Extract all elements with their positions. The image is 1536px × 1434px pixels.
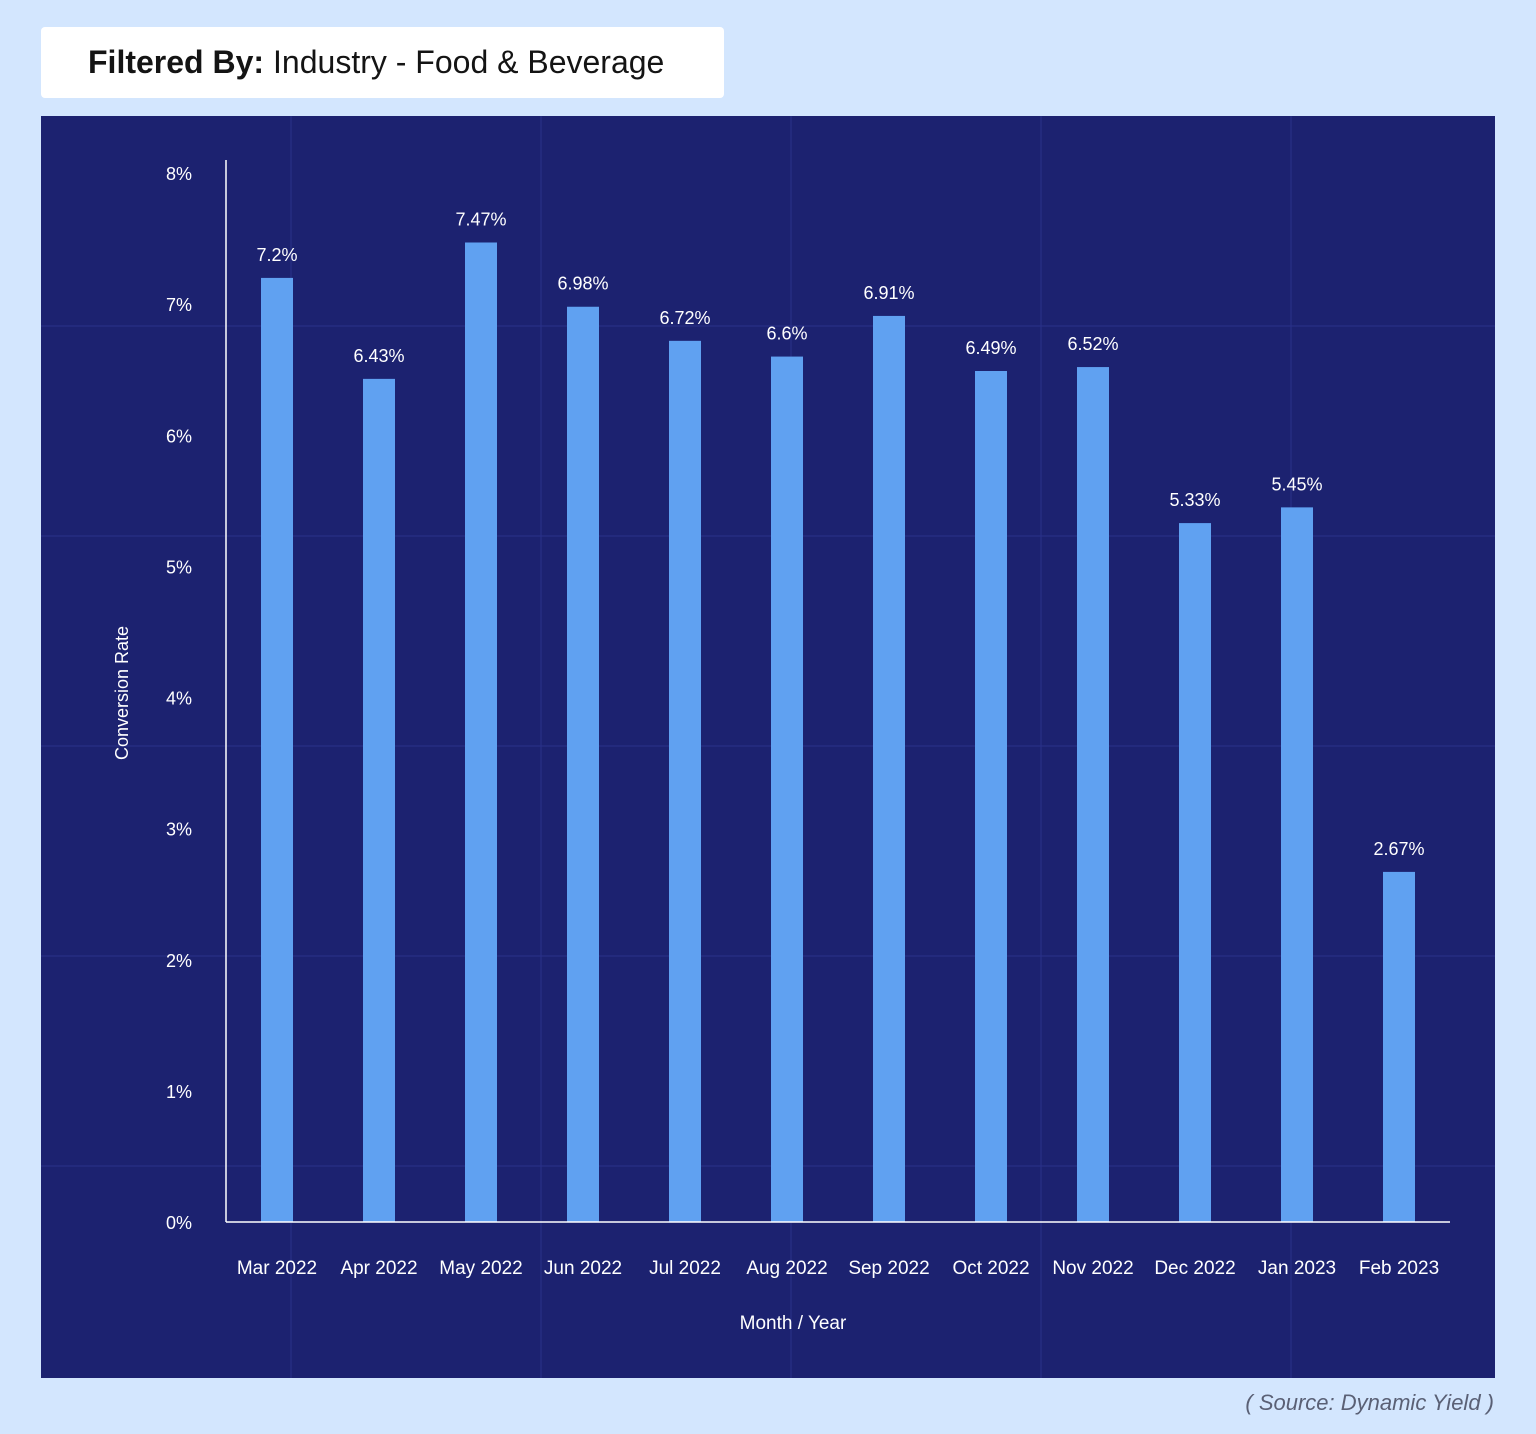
data-labels: 7.2% 6.43% 7.47% 6.98% 6.72% 6.6% 6.91% 6.49% 6.… xyxy=(256,209,1424,858)
data-label: 6.52% xyxy=(1067,334,1118,354)
bar xyxy=(771,356,803,1222)
data-label: 7.47% xyxy=(455,209,506,229)
bar xyxy=(465,242,497,1223)
source-note: ( Source: Dynamic Yield ) xyxy=(1245,1390,1494,1415)
x-tick-label: Feb 2023 xyxy=(1359,1258,1439,1279)
y-axis-title: Conversion Rate xyxy=(112,626,132,760)
x-tick-label: Jul 2022 xyxy=(649,1258,721,1279)
data-label: 6.43% xyxy=(353,346,404,366)
bar xyxy=(1383,871,1415,1222)
y-tick-label: 1% xyxy=(166,1082,192,1102)
bar xyxy=(975,370,1007,1222)
y-tick-label: 2% xyxy=(166,951,192,971)
y-tick-label: 3% xyxy=(166,820,192,840)
x-tick-label: Mar 2022 xyxy=(237,1258,317,1279)
x-tick-label: Jun 2022 xyxy=(544,1258,622,1279)
data-label: 6.98% xyxy=(557,274,608,294)
bars xyxy=(261,242,1415,1223)
x-axis-title: Month / Year xyxy=(740,1313,847,1334)
bar-chart: 0% 1% 2% 3% 4% 5% 6% 7% 8% 7.2% 6.43% 7.47% 6.98% 6.… xyxy=(41,116,1495,1378)
filter-label: Filtered By: xyxy=(88,44,265,80)
data-label: 6.72% xyxy=(659,308,710,328)
filter-box: Filtered By: Industry - Food & Beverage xyxy=(41,27,724,98)
bar xyxy=(567,306,599,1222)
bar xyxy=(363,378,395,1223)
y-tick-label: 6% xyxy=(166,426,192,446)
bar xyxy=(873,315,905,1222)
y-tick-label: 5% xyxy=(166,557,192,577)
x-tick-label: Apr 2022 xyxy=(340,1258,417,1279)
bar xyxy=(669,340,701,1223)
y-tick-labels: 0% 1% 2% 3% 4% 5% 6% 7% 8% xyxy=(166,164,192,1233)
x-tick-label: Oct 2022 xyxy=(952,1258,1029,1279)
y-tick-label: 7% xyxy=(166,295,192,315)
filter-value: Industry - Food & Beverage xyxy=(273,44,665,80)
y-tick-label: 8% xyxy=(166,164,192,184)
data-label: 6.91% xyxy=(863,283,914,303)
data-label: 2.67% xyxy=(1373,839,1424,859)
data-label: 6.6% xyxy=(766,324,807,344)
y-tick-label: 4% xyxy=(166,689,192,709)
data-label: 5.45% xyxy=(1271,474,1322,494)
data-label: 5.33% xyxy=(1169,490,1220,510)
data-label: 7.2% xyxy=(256,245,297,265)
grid-lines xyxy=(41,116,1495,1378)
bar xyxy=(1077,367,1109,1222)
x-tick-label: May 2022 xyxy=(439,1258,522,1279)
x-tick-label: Aug 2022 xyxy=(746,1258,827,1279)
bar xyxy=(261,277,293,1222)
x-tick-label: Nov 2022 xyxy=(1052,1258,1133,1279)
x-tick-label: Dec 2022 xyxy=(1154,1258,1235,1279)
chart-panel: 0% 1% 2% 3% 4% 5% 6% 7% 8% 7.2% 6.43% 7.47% 6.98% 6.… xyxy=(41,116,1495,1378)
bar xyxy=(1281,507,1313,1222)
x-tick-label: Sep 2022 xyxy=(848,1258,929,1279)
bar xyxy=(1179,523,1211,1222)
data-label: 6.49% xyxy=(965,338,1016,358)
x-tick-label: Jan 2023 xyxy=(1258,1258,1336,1279)
y-tick-label: 0% xyxy=(166,1213,192,1233)
x-tick-labels: Mar 2022 Apr 2022 May 2022 Jun 2022 Jul 2022… xyxy=(237,1258,1439,1279)
